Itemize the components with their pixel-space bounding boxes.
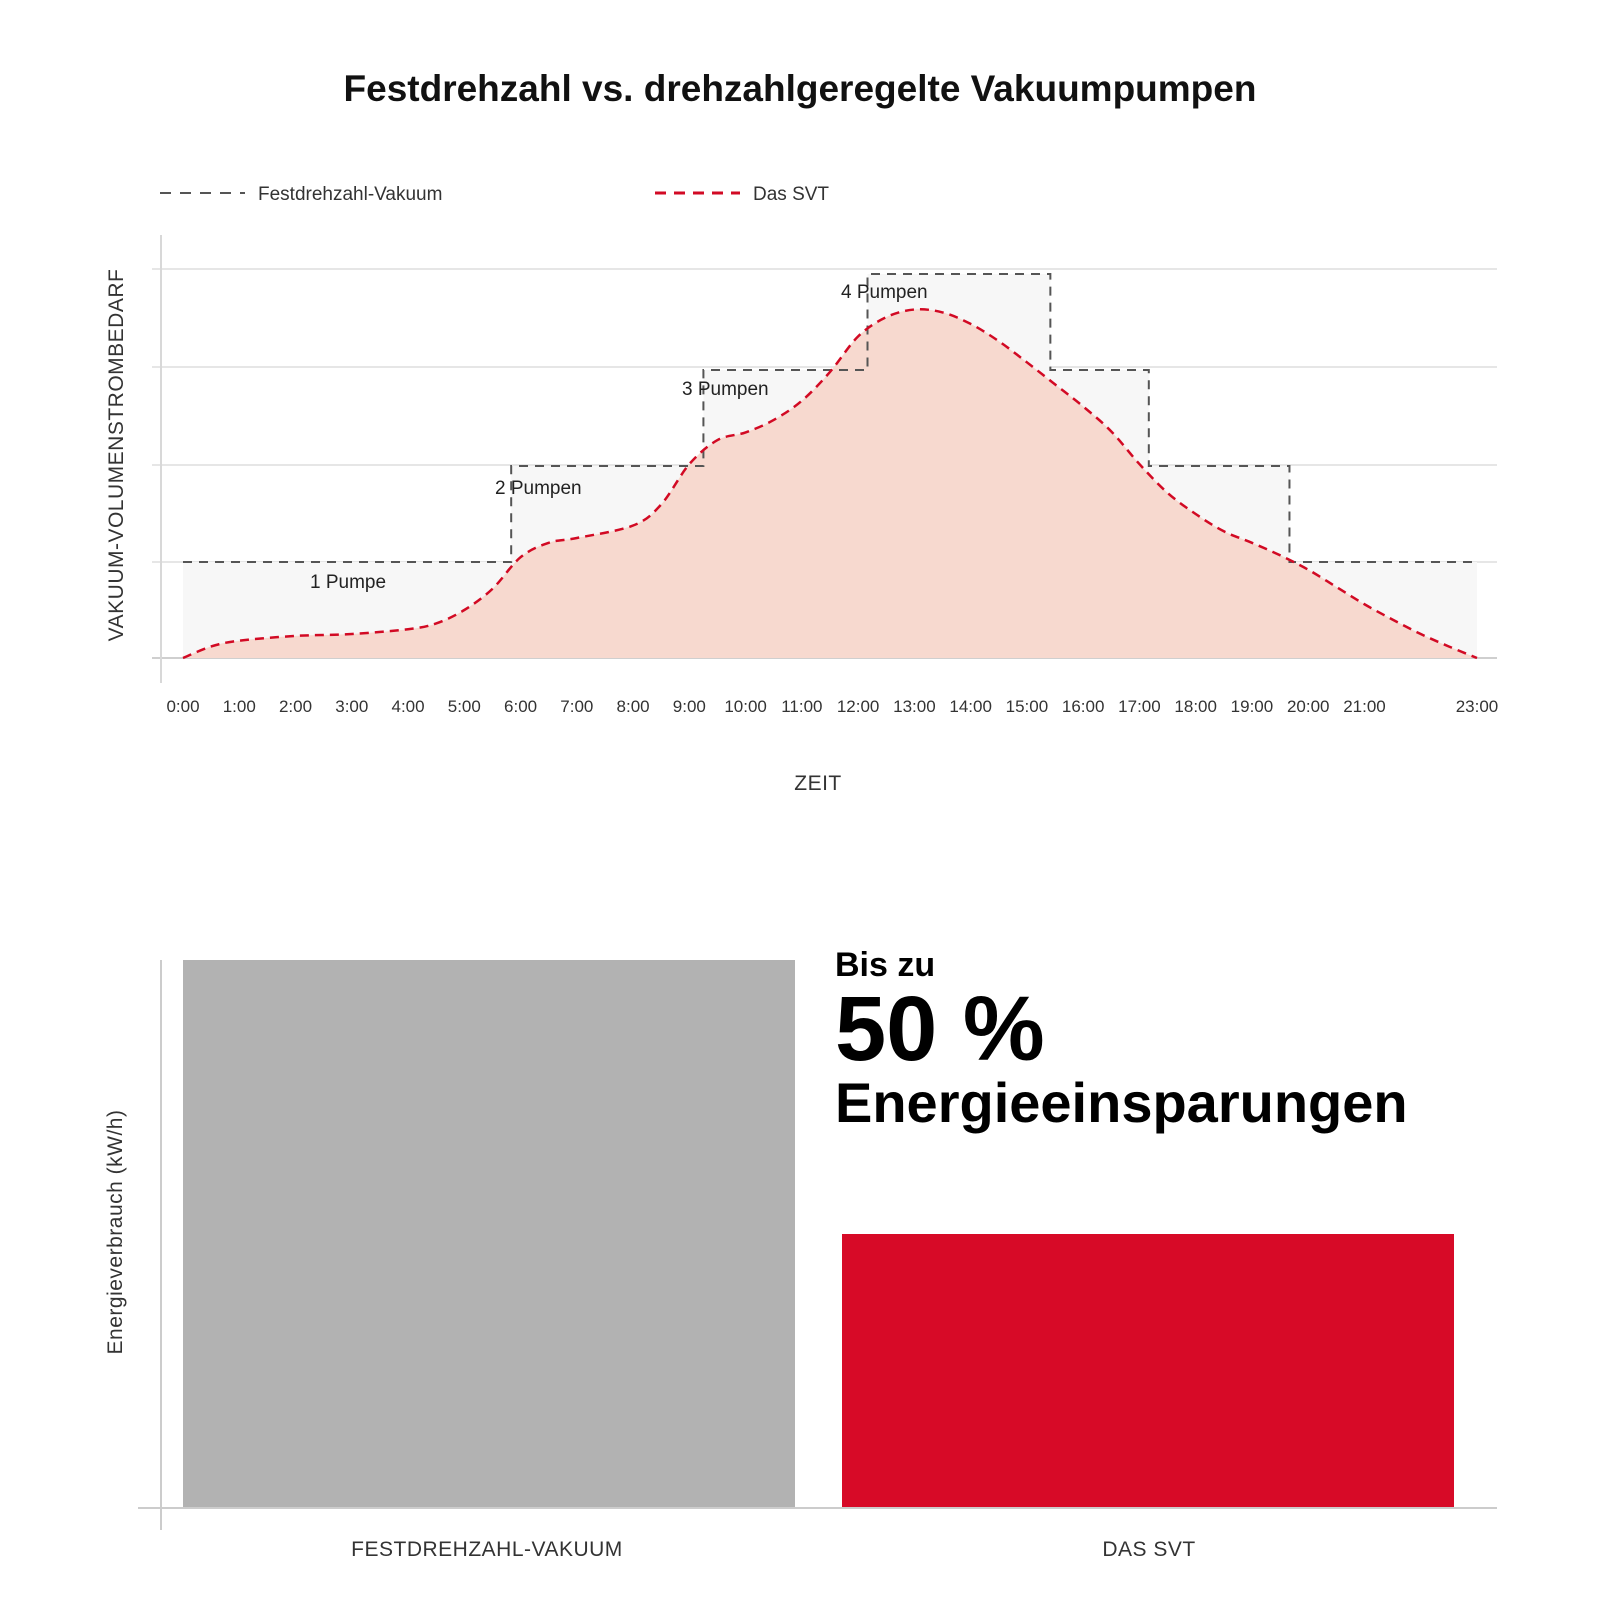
x-tick-label: 19:00 bbox=[1231, 697, 1274, 716]
x-tick-label: 0:00 bbox=[166, 697, 199, 716]
bar-svt bbox=[842, 1234, 1454, 1508]
x-tick-labels: 0:00 1:00 2:00 3:00 4:00 5:00 6:00 7:00 8:00 9:00… bbox=[166, 697, 1498, 716]
pump-label-3: 3 Pumpen bbox=[682, 379, 769, 400]
fixed-speed-line bbox=[183, 273, 1477, 563]
bar-chart bbox=[183, 960, 1454, 1508]
x-tick-label: 6:00 bbox=[504, 697, 537, 716]
x-tick-label: 23:00 bbox=[1456, 697, 1499, 716]
x-tick-label: 18:00 bbox=[1174, 697, 1217, 716]
x-tick-label: 10:00 bbox=[724, 697, 767, 716]
x-tick-label: 21:00 bbox=[1343, 697, 1386, 716]
chart-title: Festdrehzahl vs. drehzahlgeregelte Vakuu… bbox=[343, 68, 1257, 109]
svt-line bbox=[182, 308, 1478, 660]
pump-label-2: 2 Pumpen bbox=[495, 478, 582, 499]
y-axis-title: VAKUUM-VOLUMENSTROMBEDARF bbox=[105, 269, 128, 642]
pump-annotations: 1 Pumpe 2 Pumpen 3 Pumpen 4 Pumpen bbox=[310, 282, 928, 593]
bar-category-label-svt: DAS SVT bbox=[1102, 1538, 1195, 1561]
x-tick-label: 1:00 bbox=[223, 697, 256, 716]
x-tick-label: 20:00 bbox=[1287, 697, 1330, 716]
x-tick-label: 16:00 bbox=[1062, 697, 1105, 716]
savings-callout: Bis zu 50 % Energieeinsparungen bbox=[835, 945, 1535, 1133]
callout-percentage: 50 % bbox=[835, 978, 1045, 1080]
legend-label-svt: Das SVT bbox=[753, 184, 829, 205]
x-tick-label: 5:00 bbox=[448, 697, 481, 716]
callout-prefix: Bis zu bbox=[835, 946, 936, 984]
x-tick-label: 2:00 bbox=[279, 697, 312, 716]
x-tick-label: 14:00 bbox=[949, 697, 992, 716]
legend-label-fixed: Festdrehzahl-Vakuum bbox=[258, 184, 442, 205]
legend: Festdrehzahl-Vakuum Das SVT bbox=[160, 184, 829, 205]
x-tick-label: 17:00 bbox=[1118, 697, 1161, 716]
x-tick-label: 4:00 bbox=[391, 697, 424, 716]
x-tick-label: 7:00 bbox=[560, 697, 593, 716]
fixed-speed-dashed-line bbox=[183, 273, 1477, 563]
x-tick-label: 11:00 bbox=[781, 697, 822, 716]
callout-suffix: Energieeinsparungen bbox=[835, 1071, 1408, 1134]
x-tick-label: 12:00 bbox=[837, 697, 880, 716]
x-axis-title: ZEIT bbox=[794, 772, 842, 795]
bar-category-label-fixed: FESTDREHZAHL-VAKUUM bbox=[351, 1538, 623, 1561]
x-tick-label: 3:00 bbox=[335, 697, 368, 716]
pump-label-1: 1 Pumpe bbox=[310, 572, 386, 593]
svt-area-fill bbox=[183, 309, 1477, 658]
x-tick-label: 13:00 bbox=[893, 697, 936, 716]
x-tick-label: 9:00 bbox=[673, 697, 706, 716]
bar-fixed-speed bbox=[183, 960, 795, 1508]
svt-dashed-line bbox=[182, 308, 1478, 660]
svt-area bbox=[183, 309, 1477, 658]
bar-y-axis-title: Energieverbrauch (kW/h) bbox=[104, 1110, 127, 1355]
x-tick-label: 15:00 bbox=[1006, 697, 1049, 716]
pump-label-4: 4 Pumpen bbox=[841, 282, 928, 303]
x-tick-label: 8:00 bbox=[617, 697, 650, 716]
